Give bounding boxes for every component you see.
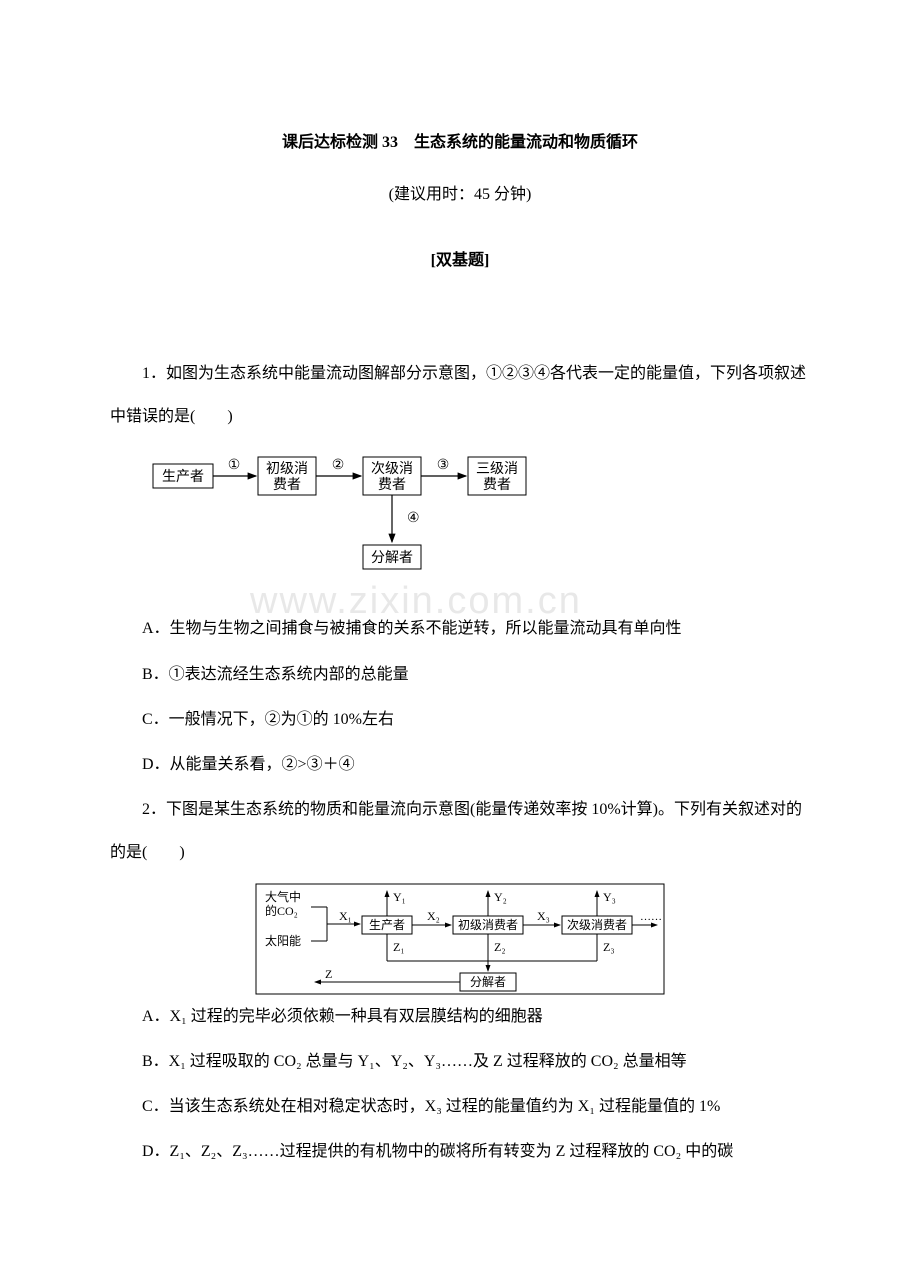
q2-optC: C．当该生态系统处在相对稳定状态时，X₃ 过程的能量值约为 X₁ 过程能量值的 … <box>110 1085 810 1128</box>
q2-optD: D．Z₁、Z₂、Z₃……过程提供的有机物中的碳将所有转变为 Z 过程释放的 CO… <box>110 1130 810 1173</box>
svg-text:初级消费者: 初级消费者 <box>458 918 518 932</box>
svg-text:生产者: 生产者 <box>162 469 204 485</box>
svg-text:Y₁: Y₁ <box>393 890 406 904</box>
svg-text:……: …… <box>640 911 662 923</box>
svg-text:X₁: X₁ <box>339 909 352 923</box>
svg-text:费者: 费者 <box>483 477 511 493</box>
q1-stem: 1．如图为生态系统中能量流动图解部分示意图，①②③④各代表一定的能量值，下列各项… <box>110 352 810 438</box>
svg-text:④: ④ <box>407 511 420 526</box>
svg-text:Z: Z <box>325 967 332 981</box>
svg-text:②: ② <box>332 458 345 473</box>
q1-optB: B．①表达流经生态系统内部的总能量 <box>110 653 810 696</box>
svg-text:Z₂: Z₂ <box>494 940 506 954</box>
svg-text:次级消: 次级消 <box>371 461 413 477</box>
doc-subtitle: (建议用时：45 分钟) <box>110 180 810 204</box>
svg-text:Y₃: Y₃ <box>603 890 616 904</box>
q2-optA: A．X₁ 过程的完毕必须依赖一种具有双层膜结构的细胞器 <box>110 995 810 1038</box>
svg-text:三级消: 三级消 <box>476 461 518 477</box>
diagram-2: 大气中 的CO₂ 太阳能 X₁ 生产者 初级消费者 次级消费者 X₂ X₃ ……… <box>255 883 665 995</box>
svg-text:费者: 费者 <box>378 477 406 493</box>
svg-text:次级消费者: 次级消费者 <box>567 918 627 932</box>
svg-text:Z₁: Z₁ <box>393 940 405 954</box>
svg-text:①: ① <box>228 458 241 473</box>
svg-text:③: ③ <box>437 458 450 473</box>
doc-title: 课后达标检测 33 生态系统的能量流动和物质循环 <box>110 128 810 152</box>
svg-text:的CO₂: 的CO₂ <box>265 903 298 918</box>
svg-text:生产者: 生产者 <box>369 918 405 932</box>
q2-stem: 2．下图是某生态系统的物质和能量流向示意图(能量传递效率按 10%计算)。下列有… <box>110 788 810 874</box>
svg-text:费者: 费者 <box>273 477 301 493</box>
svg-text:分解者: 分解者 <box>371 550 413 566</box>
diagram-1: 生产者 初级消 费者 次级消 费者 三级消 费者 ① ② ③ ④ 分解者 <box>148 452 568 582</box>
section-title: [双基题] <box>110 246 810 270</box>
svg-text:太阳能: 太阳能 <box>265 933 301 948</box>
svg-text:Y₂: Y₂ <box>494 890 507 904</box>
q1-optA: A．生物与生物之间捕食与被捕食的关系不能逆转，所以能量流动具有单向性 <box>110 607 810 650</box>
svg-text:X₃: X₃ <box>537 909 550 923</box>
q1-optD: D．从能量关系看，②>③＋④ <box>110 743 810 786</box>
q2-optB: B．X₁ 过程吸取的 CO₂ 总量与 Y₁、Y₂、Y₃……及 Z 过程释放的 C… <box>110 1040 810 1083</box>
q1-optC: C．一般情况下，②为①的 10%左右 <box>110 698 810 741</box>
svg-text:X₂: X₂ <box>427 909 440 923</box>
svg-text:分解者: 分解者 <box>470 975 506 989</box>
svg-text:初级消: 初级消 <box>266 460 308 477</box>
svg-text:Z₃: Z₃ <box>603 940 615 954</box>
svg-text:大气中: 大气中 <box>265 889 301 904</box>
